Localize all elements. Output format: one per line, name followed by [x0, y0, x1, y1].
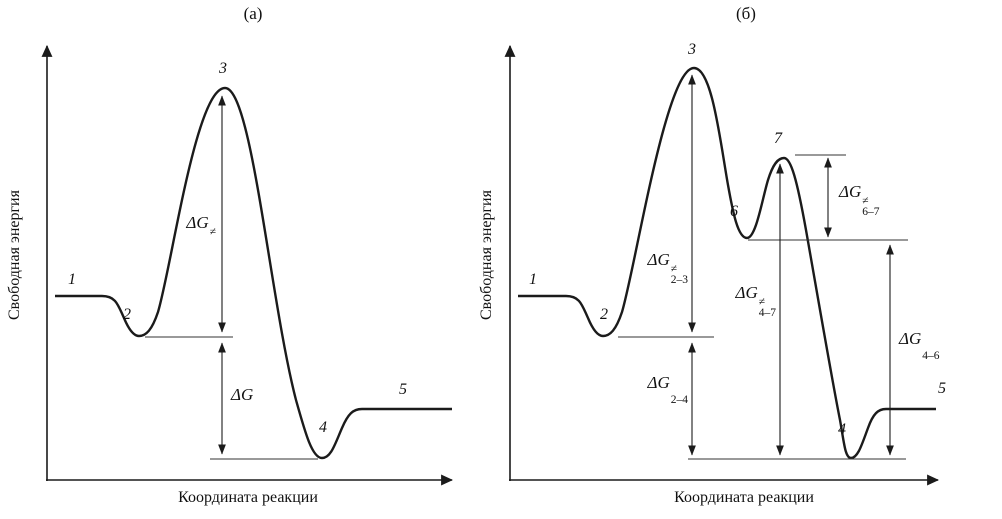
panel-b-y-axis-label: Свободная энергия — [478, 190, 495, 320]
delta-g-sup: ≠ — [209, 226, 216, 238]
delta-g-activation-label-a: ΔG ≠ — [166, 213, 216, 249]
delta-g-base: ΔG — [647, 250, 670, 269]
delta-g-2-3-label: ΔG ≠ 2–3 — [626, 250, 688, 286]
point-label-b-2: 2 — [600, 306, 608, 323]
delta-g-reaction-label-a: ΔG — [231, 385, 255, 418]
delta-g-sub: 2–3 — [670, 274, 688, 286]
delta-g-sup: ≠ — [862, 195, 869, 207]
delta-g-sup: ≠ — [670, 263, 678, 275]
point-label-a-4: 4 — [319, 419, 327, 436]
panel-b-title: (б) — [736, 4, 756, 23]
delta-g-4-6-label: ΔG 4–6 — [899, 329, 940, 362]
panel-a-axes — [41, 44, 454, 486]
delta-g-sub: 2–4 — [670, 394, 688, 406]
energy-curve-a — [55, 86, 452, 460]
panel-a-reference-lines — [145, 336, 318, 460]
delta-g-2-4-label: ΔG 2–4 — [620, 373, 688, 406]
point-label-b-6: 6 — [730, 203, 738, 220]
delta-g-base: ΔG — [231, 385, 254, 404]
panel-a-x-axis-label: Координата реакции — [178, 489, 318, 506]
delta-g-sub — [210, 238, 216, 249]
delta-g-base: ΔG — [647, 373, 670, 392]
point-label-b-3: 3 — [688, 41, 696, 58]
point-label-a-2: 2 — [123, 306, 131, 323]
panel-b-reference-lines — [618, 154, 908, 460]
panel-b-axes — [504, 44, 940, 486]
panel-b-measure-arrows — [688, 74, 894, 456]
panel-a-title: (а) — [243, 4, 263, 23]
delta-g-sub: 4–6 — [922, 350, 940, 362]
delta-g-sub: 4–7 — [758, 307, 776, 319]
delta-g-sub: 6–7 — [862, 206, 880, 218]
delta-g-sup: ≠ — [758, 296, 766, 308]
point-label-a-5: 5 — [399, 381, 407, 398]
delta-g-base: ΔG — [899, 329, 922, 348]
point-label-a-1: 1 — [68, 271, 76, 288]
delta-g-base: ΔG — [735, 283, 758, 302]
delta-g-base: ΔG — [839, 182, 862, 201]
delta-g-6-7-label: ΔG ≠ 6–7 — [839, 182, 880, 218]
point-label-b-1: 1 — [529, 271, 537, 288]
delta-g-sup — [254, 396, 255, 407]
panel-b-x-axis-label: Координата реакции — [674, 489, 814, 506]
point-label-b-4: 4 — [838, 421, 846, 438]
delta-g-4-7-label: ΔG ≠ 4–7 — [714, 283, 776, 319]
point-label-b-7: 7 — [774, 130, 782, 147]
panel-a-y-axis-label: Свободная энергия — [6, 190, 23, 320]
point-label-a-3: 3 — [219, 60, 227, 77]
delta-g-base: ΔG — [186, 213, 209, 232]
energy-curve-b — [518, 66, 936, 460]
delta-g-sub — [254, 407, 255, 418]
point-label-b-5: 5 — [938, 380, 946, 397]
